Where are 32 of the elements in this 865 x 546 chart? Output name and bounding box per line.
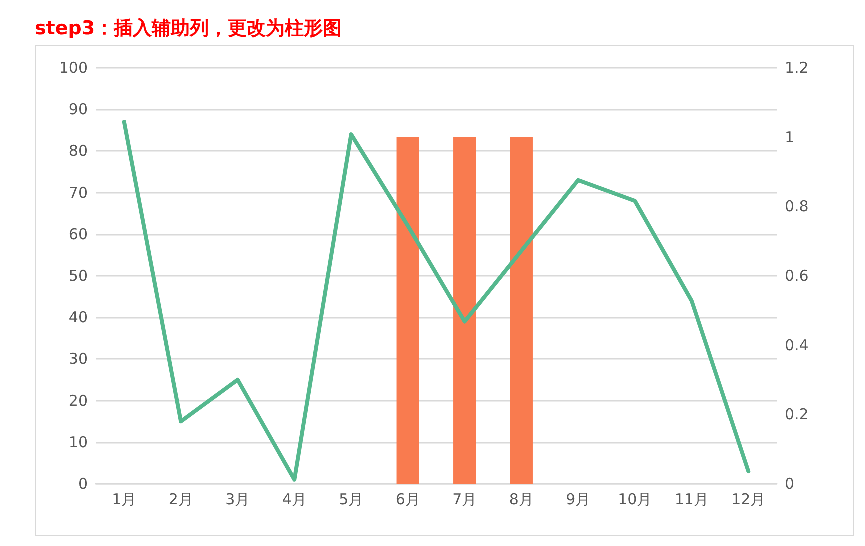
x-tick-label: 4月: [282, 490, 307, 508]
x-tick-label: 3月: [226, 490, 250, 508]
y-tick-label: 0: [78, 475, 88, 493]
y2-tick-label: 0.8: [785, 198, 809, 216]
y-tick-label: 80: [68, 142, 88, 160]
y2-tick-label: 0.4: [785, 336, 809, 354]
line-series: [122, 120, 751, 482]
x-tick-label: 6月: [396, 490, 420, 508]
y2-tick-label: 0.2: [785, 406, 809, 424]
x-tick-label: 1月: [112, 490, 137, 508]
x-tick-label: 10月: [618, 490, 652, 508]
x-tick-label: 2月: [168, 490, 194, 508]
y2-tick-label: 1: [785, 128, 795, 146]
y-tick-label: 90: [68, 100, 88, 119]
y-tick-label: 20: [68, 392, 88, 410]
y-tick-label: 40: [68, 308, 88, 327]
y-tick-label: 10: [68, 433, 88, 452]
y2-tick-label: 0: [785, 475, 795, 493]
x-tick-label: 5月: [339, 490, 364, 508]
chart-title: step3：插入辅助列，更改为柱形图: [35, 18, 342, 40]
y-tick-label: 100: [59, 59, 88, 77]
y-tick-label: 60: [68, 225, 88, 244]
x-tick-label: 12月: [732, 490, 766, 508]
y-tick-label: 30: [68, 350, 88, 368]
y2-tick-label: 0.6: [785, 267, 809, 285]
y-tick-label: 70: [68, 184, 88, 202]
x-tick-label: 9月: [566, 490, 591, 508]
x-tick-label: 11月: [674, 490, 709, 508]
x-tick-label: 8月: [509, 490, 534, 508]
y2-tick-label: 1.2: [785, 59, 809, 77]
y-tick-label: 50: [68, 267, 88, 285]
x-tick-label: 7月: [452, 490, 478, 508]
